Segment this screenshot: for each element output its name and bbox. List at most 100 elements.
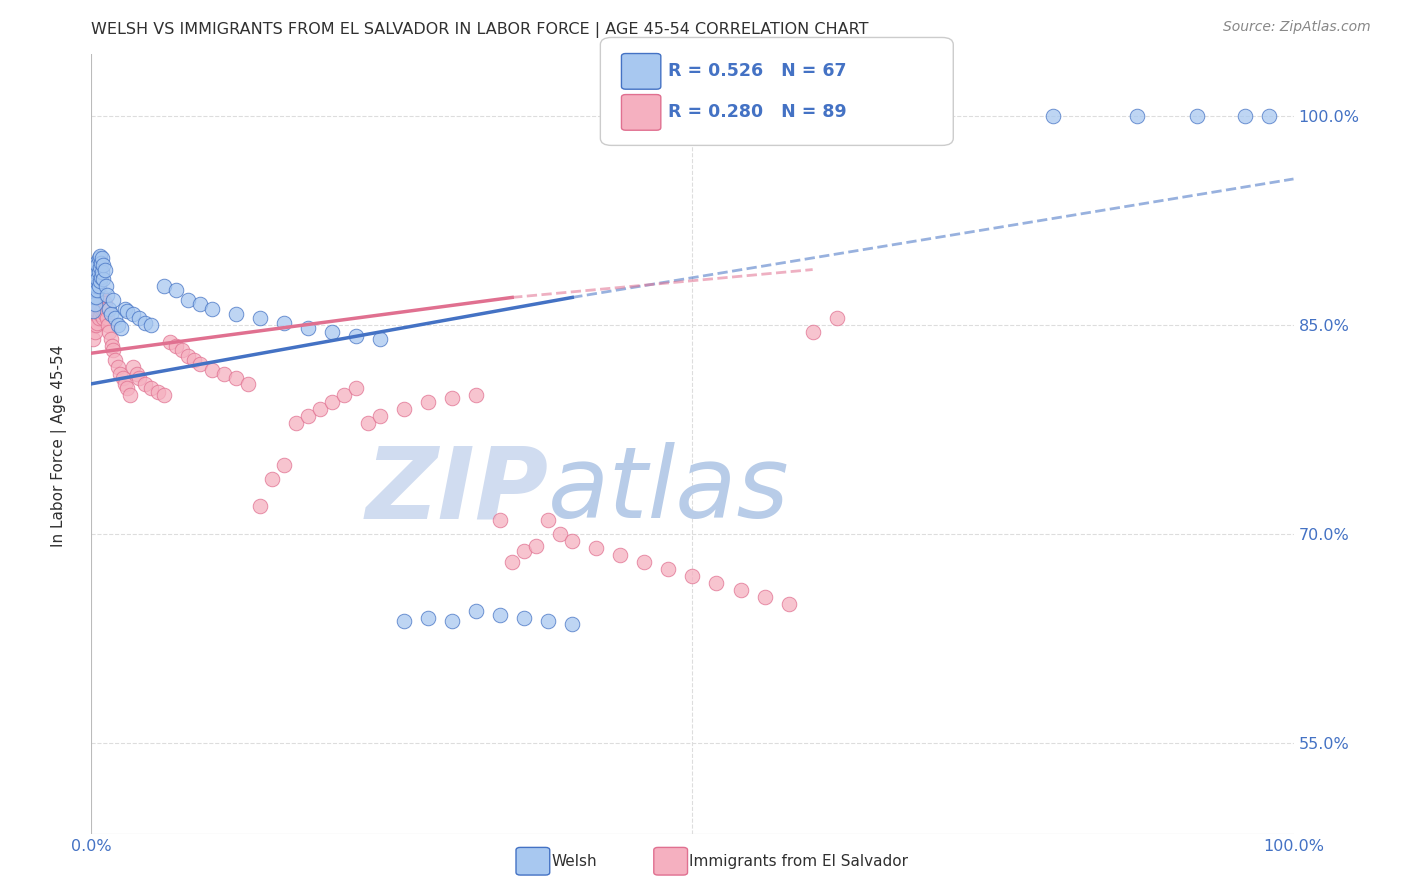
Point — [94, 301, 117, 316]
Point — [84, 307, 107, 321]
Point — [93, 311, 115, 326]
Point — [152, 279, 174, 293]
Point — [86, 293, 108, 308]
Point — [657, 562, 679, 576]
Point — [86, 259, 108, 273]
Point — [236, 376, 259, 391]
Point — [225, 371, 247, 385]
Text: ZIP: ZIP — [366, 442, 548, 539]
Point — [513, 544, 536, 558]
Point — [91, 265, 114, 279]
Point — [416, 395, 439, 409]
Text: Welsh: Welsh — [551, 854, 596, 869]
Point — [609, 548, 631, 563]
Point — [114, 376, 136, 391]
Point — [118, 388, 141, 402]
Point — [212, 367, 235, 381]
Point — [83, 290, 105, 304]
Point — [681, 569, 703, 583]
Point — [225, 307, 247, 321]
Point — [101, 339, 124, 353]
Point — [122, 307, 145, 321]
Point — [107, 318, 129, 333]
Point — [84, 311, 107, 326]
Point — [94, 279, 117, 293]
Point — [117, 304, 139, 318]
Point — [321, 326, 343, 340]
Text: R = 0.526   N = 67: R = 0.526 N = 67 — [668, 62, 846, 80]
Point — [368, 332, 391, 346]
Point — [93, 259, 115, 273]
Point — [392, 614, 415, 628]
Point — [260, 472, 283, 486]
Point — [82, 332, 104, 346]
Point — [128, 311, 150, 326]
Point — [98, 301, 121, 316]
Point — [89, 249, 111, 263]
Point — [159, 334, 181, 349]
Point — [114, 301, 136, 316]
Point — [273, 458, 295, 472]
Point — [111, 371, 134, 385]
Point — [87, 301, 110, 316]
Point — [107, 360, 129, 375]
Point — [1187, 109, 1209, 123]
Point — [89, 260, 111, 274]
Point — [84, 284, 107, 298]
Point — [201, 363, 224, 377]
Point — [110, 321, 132, 335]
Point — [730, 583, 752, 598]
Point — [633, 555, 655, 569]
Point — [273, 316, 295, 330]
Point — [344, 329, 367, 343]
Point — [93, 296, 115, 310]
Point — [86, 272, 108, 286]
Point — [801, 326, 824, 340]
Point — [489, 513, 512, 527]
Point — [170, 343, 193, 358]
Point — [183, 353, 205, 368]
Point — [249, 311, 271, 326]
Point — [86, 304, 108, 318]
Text: In Labor Force | Age 45-54: In Labor Force | Age 45-54 — [51, 345, 67, 547]
Point — [1042, 109, 1064, 123]
Point — [524, 539, 547, 553]
Point — [86, 316, 108, 330]
Point — [284, 416, 307, 430]
Point — [87, 252, 110, 266]
Point — [86, 284, 108, 298]
Point — [357, 416, 380, 430]
Point — [416, 611, 439, 625]
Point — [96, 311, 118, 326]
Point — [141, 381, 163, 395]
Point — [96, 287, 118, 301]
Point — [89, 307, 111, 321]
Point — [93, 262, 115, 277]
Point — [104, 353, 127, 368]
Point — [344, 381, 367, 395]
Point — [152, 388, 174, 402]
Point — [333, 388, 356, 402]
Point — [117, 381, 139, 395]
Point — [93, 300, 115, 314]
Point — [84, 301, 107, 316]
Point — [165, 284, 187, 298]
Point — [84, 265, 107, 279]
Point — [122, 360, 145, 375]
Point — [561, 616, 583, 631]
Point — [176, 293, 198, 308]
Point — [101, 293, 124, 308]
Point — [84, 326, 107, 340]
Point — [100, 332, 122, 346]
Point — [93, 307, 115, 321]
Point — [91, 301, 114, 316]
Point — [297, 321, 319, 335]
Point — [97, 318, 120, 333]
Point — [100, 307, 122, 321]
Text: atlas: atlas — [548, 442, 790, 539]
Point — [465, 388, 488, 402]
Point — [104, 311, 127, 326]
Point — [83, 307, 105, 321]
Point — [87, 311, 110, 326]
Point — [440, 391, 463, 405]
